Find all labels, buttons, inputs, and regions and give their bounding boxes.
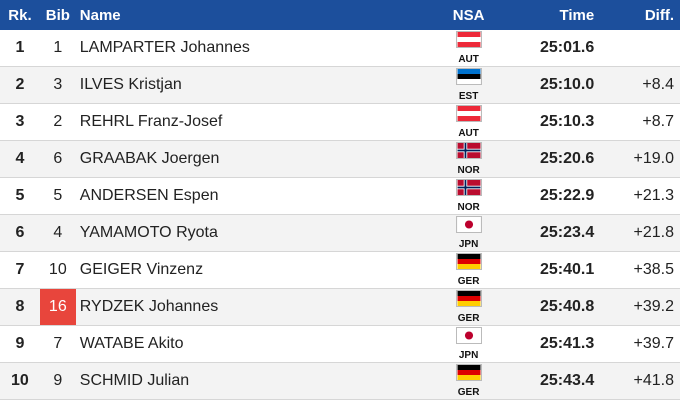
bib-cell: 2: [53, 113, 63, 130]
flag-norway-icon: [455, 179, 482, 201]
diff-cell: +21.3: [633, 187, 674, 204]
diff-cell: +41.8: [633, 372, 674, 389]
diff-cell: +19.0: [633, 150, 674, 167]
time-cell: 25:41.3: [539, 335, 595, 352]
table-row[interactable]: 9 7 WATABE Akito JPN 25:41.3 +39.7: [0, 326, 680, 363]
rank-cell: 4: [15, 150, 25, 167]
flag-germany-icon: [455, 364, 482, 386]
rank-cell: 1: [15, 39, 25, 56]
bib-cell: 5: [53, 187, 63, 204]
athlete-name[interactable]: SCHMID Julian: [79, 372, 190, 389]
bib-cell: 9: [53, 372, 63, 389]
rank-cell: 3: [15, 113, 25, 130]
diff-cell: +8.4: [642, 76, 674, 93]
flag-norway-icon: [455, 142, 482, 164]
table-row[interactable]: 6 4 YAMAMOTO Ryota JPN 25:23.4 +21.8: [0, 215, 680, 252]
nsa-cell: JPN: [439, 327, 499, 361]
nsa-cell: JPN: [439, 216, 499, 250]
athlete-name[interactable]: REHRL Franz-Josef: [79, 113, 223, 130]
nsa-cell: GER: [439, 290, 499, 324]
flag-germany-icon: [455, 253, 482, 275]
table-row[interactable]: 2 3 ILVES Kristjan EST 25:10.0 +8.4: [0, 67, 680, 104]
nsa-cell: GER: [439, 364, 499, 398]
athlete-name[interactable]: ANDERSEN Espen: [79, 187, 219, 204]
header-name[interactable]: Name: [79, 6, 121, 24]
athlete-name[interactable]: GRAABAK Joergen: [79, 150, 220, 167]
bib-cell: 1: [53, 39, 63, 56]
header-diff[interactable]: Diff.: [644, 6, 674, 24]
nsa-cell: AUT: [439, 31, 499, 65]
nsa-code: JPN: [458, 350, 479, 361]
rank-cell: 8: [15, 298, 25, 315]
nsa-code: NOR: [457, 202, 480, 213]
table-row[interactable]: 7 10 GEIGER Vinzenz GER 25:40.1 +38.5: [0, 252, 680, 289]
nsa-code: JPN: [458, 239, 479, 250]
time-cell: 25:10.3: [539, 113, 595, 130]
diff-cell: +39.7: [633, 335, 674, 352]
nsa-code: GER: [457, 313, 480, 324]
athlete-name[interactable]: WATABE Akito: [79, 335, 184, 352]
time-cell: 25:43.4: [539, 372, 595, 389]
table-row[interactable]: 8 16 RYDZEK Johannes GER 25:40.8 +39.2: [0, 289, 680, 326]
table-row[interactable]: 5 5 ANDERSEN Espen NOR 25:22.9 +21.3: [0, 178, 680, 215]
nsa-code: GER: [457, 276, 480, 287]
time-cell: 25:40.1: [539, 261, 595, 278]
table-header: Rk. Bib Name NSA Time Diff.: [0, 0, 680, 30]
time-cell: 25:10.0: [539, 76, 595, 93]
table-body: 1 1 LAMPARTER Johannes AUT 25:01.6 2 3 ILVES Kr…: [0, 30, 680, 400]
athlete-name[interactable]: GEIGER Vinzenz: [79, 261, 204, 278]
nsa-cell: EST: [439, 68, 499, 102]
bib-cell: 10: [48, 261, 67, 278]
rank-cell: 5: [15, 187, 25, 204]
rank-cell: 6: [15, 224, 25, 241]
nsa-cell: NOR: [439, 142, 499, 176]
table-row[interactable]: 1 1 LAMPARTER Johannes AUT 25:01.6: [0, 30, 680, 67]
rank-cell: 7: [15, 261, 25, 278]
athlete-name[interactable]: ILVES Kristjan: [79, 76, 182, 93]
bib-cell: 7: [53, 335, 63, 352]
table-row[interactable]: 4 6 GRAABAK Joergen NOR 25:20.6 +19.0: [0, 141, 680, 178]
time-cell: 25:22.9: [539, 187, 595, 204]
nsa-code: AUT: [458, 128, 479, 139]
header-time[interactable]: Time: [559, 6, 595, 24]
flag-japan-icon: [455, 216, 482, 238]
bib-cell: 16: [39, 289, 76, 325]
rank-cell: 2: [15, 76, 25, 93]
nsa-cell: GER: [439, 253, 499, 287]
diff-cell: +39.2: [633, 298, 674, 315]
table-row[interactable]: 3 2 REHRL Franz-Josef AUT 25:10.3 +8.7: [0, 104, 680, 141]
nsa-code: NOR: [457, 165, 480, 176]
flag-germany-icon: [455, 290, 482, 312]
flag-japan-icon: [455, 327, 482, 349]
bib-cell: 4: [53, 224, 63, 241]
athlete-name[interactable]: RYDZEK Johannes: [79, 298, 219, 315]
athlete-name[interactable]: LAMPARTER Johannes: [79, 39, 250, 56]
time-cell: 25:01.6: [539, 39, 595, 56]
time-cell: 25:40.8: [539, 298, 595, 315]
rank-cell: 9: [15, 335, 25, 352]
time-cell: 25:23.4: [539, 224, 595, 241]
nsa-code: GER: [457, 387, 480, 398]
flag-estonia-icon: [455, 68, 482, 90]
header-bib[interactable]: Bib: [45, 6, 70, 24]
flag-austria-icon: [455, 105, 482, 127]
nsa-cell: NOR: [439, 179, 499, 213]
nsa-code: EST: [458, 91, 479, 102]
time-cell: 25:20.6: [539, 150, 595, 167]
bib-cell: 6: [53, 150, 63, 167]
flag-austria-icon: [455, 31, 482, 53]
diff-cell: +38.5: [633, 261, 674, 278]
athlete-name[interactable]: YAMAMOTO Ryota: [79, 224, 218, 241]
nsa-cell: AUT: [439, 105, 499, 139]
header-rank[interactable]: Rk.: [8, 6, 32, 24]
rank-cell: 10: [11, 372, 29, 389]
table-row[interactable]: 10 9 SCHMID Julian GER 25:43.4 +41.8: [0, 363, 680, 400]
diff-cell: +8.7: [642, 113, 674, 130]
diff-cell: +21.8: [633, 224, 674, 241]
nsa-code: AUT: [458, 54, 479, 65]
header-nsa[interactable]: NSA: [452, 6, 485, 24]
bib-cell: 3: [53, 76, 63, 93]
